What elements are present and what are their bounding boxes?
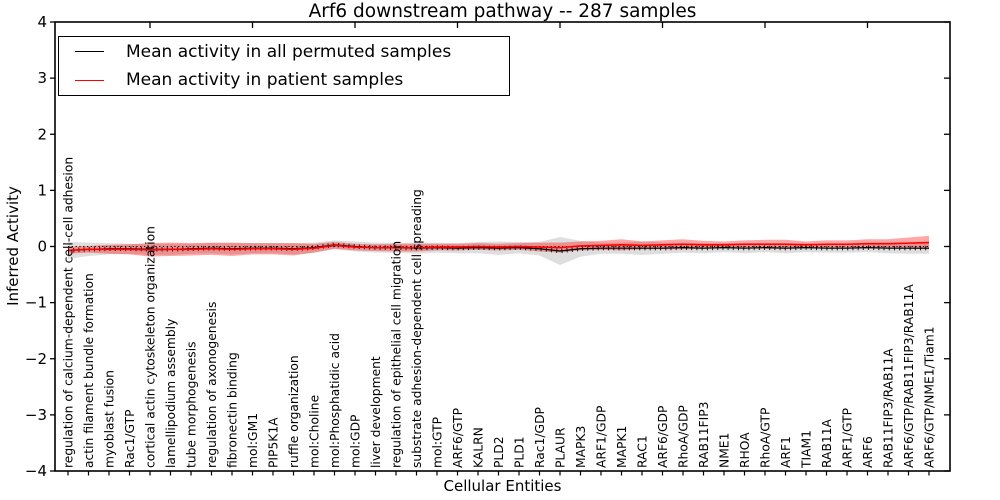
x-tick-label: mol:GTP [431,417,445,468]
permuted-samples-range-band [68,236,929,266]
legend-entry-permuted: Mean activity in all permuted samples [59,38,509,66]
x-tick-label: TIAM1 [800,430,814,469]
x-tick-label: KALRN [472,427,486,468]
legend: Mean activity in all permuted samples Me… [58,36,510,96]
x-tick-label: cortical actin cytoskeleton organization [144,226,158,468]
x-tick-label: PLAUR [554,427,568,468]
x-tick-label: RhoA/GDP [677,405,691,468]
x-tick-label: RAB11A [820,418,834,468]
x-tick-label: tube morphogenesis [185,341,199,468]
chart-title: Arf6 downstream pathway -- 287 samples [308,1,697,22]
x-tick-label: NME1 [718,433,732,468]
x-tick-label: ARF6/GDP [656,406,670,468]
legend-entry-patient: Mean activity in patient samples [59,66,509,94]
x-tick-label: ARF6/GTP [451,408,465,468]
x-tick-label: ARF1/GDP [595,406,609,468]
y-tick-label: −2 [25,350,47,368]
y-tick-label: 1 [37,181,47,199]
x-tick-label: RhoA/GTP [759,408,773,468]
y-tick-label: −3 [25,406,47,424]
x-tick-label: myoblast fusion [103,370,117,468]
permuted-line-swatch [75,51,104,53]
x-tick-label: PIP5K1A [267,417,281,468]
x-tick-label: mol:GDP [349,415,363,468]
x-tick-label: mol:GM1 [246,413,260,468]
x-tick-label: fibronectin binding [226,352,240,468]
x-tick-label: regulation of epithelial cell migration [390,241,404,468]
x-tick-label: liver development [369,356,383,468]
x-tick-label: substrate adhesion-dependent cell spread… [410,189,424,468]
x-tick-label: RAB11FIP3/RAB11A [882,348,896,468]
x-tick-label: ARF1 [779,436,793,468]
x-tick-label: RAB11FIP3 [697,402,711,468]
x-tick-label: regulation of calcium-dependent cell-cel… [62,157,76,468]
y-tick-label: −1 [25,294,47,312]
y-tick-label: 0 [37,238,47,256]
x-tick-label: MAPK1 [615,426,629,468]
y-tick-label: 2 [37,125,47,143]
x-tick-label: PLD1 [513,436,527,468]
x-tick-label: ARF1/GTP [841,408,855,468]
x-tick-label: PLD2 [492,436,506,468]
y-tick-label: −4 [25,462,47,480]
x-tick-label: ARF6/GTP/NME1/Tiam1 [923,326,937,468]
x-tick-label: Rac1/GTP [123,409,137,468]
x-tick-label: regulation of axonogenesis [205,302,219,468]
y-tick-label: 3 [37,69,47,87]
x-tick-label: ARF6/GTP/RAB11FIP3/RAB11A [902,284,916,468]
legend-label: Mean activity in all permuted samples [126,41,452,62]
patient-line-swatch [75,79,104,81]
patient-mean-line [67,241,930,252]
x-tick-label: MAPK3 [574,426,588,468]
x-tick-label: actin filament bundle formation [82,273,96,468]
x-axis-title: Cellular Entities [443,477,562,495]
x-tick-label: ARF6 [861,436,875,468]
x-tick-label: RAC1 [636,435,650,468]
x-tick-label: lamellipodium assembly [164,319,178,468]
x-tick-label: ruffle organization [287,355,301,468]
x-tick-label: mol:Phosphatidic acid [328,333,342,468]
permuted-mean-markers [67,242,929,254]
x-tick-label: mol:Choline [308,395,322,468]
x-tick-label: Rac1/GDP [533,407,547,468]
x-tick-label: RHOA [738,432,752,468]
legend-label: Mean activity in patient samples [126,70,404,91]
y-tick-label: 4 [37,13,47,31]
